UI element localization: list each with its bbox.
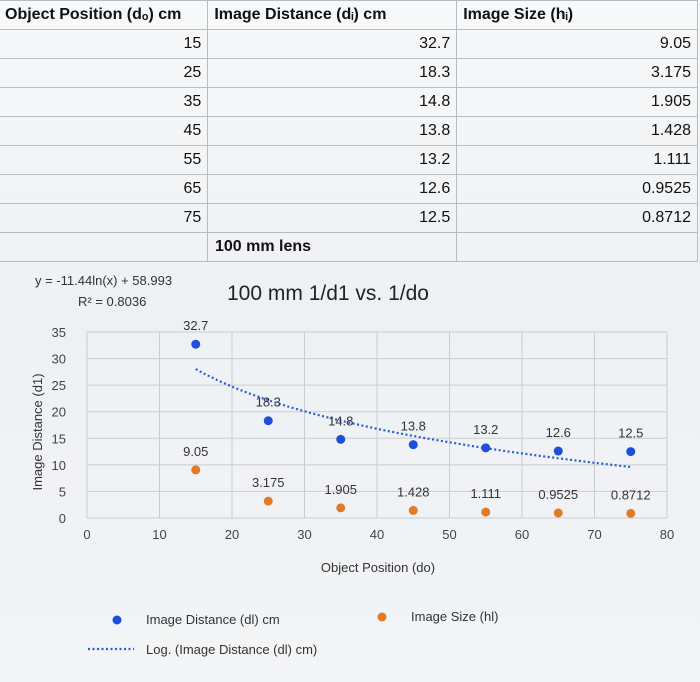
cell-empty	[0, 232, 209, 262]
trend-r-squared: R² = 0.8036	[78, 294, 146, 309]
table-row: 35 14.8 1.905	[0, 87, 698, 117]
table-row	[0, 232, 698, 262]
legend-label-image-distance: Image Distance (dl) cm	[146, 612, 280, 627]
x-tick-label: 80	[660, 527, 674, 542]
y-tick-label: 10	[52, 458, 66, 473]
image-distance-point	[626, 447, 636, 457]
cell-image-distance: 32.7	[207, 29, 458, 59]
header-image-distance: Image Distance (dᵢ) cm	[207, 0, 458, 30]
image-size-data-label: 9.05	[183, 444, 208, 459]
cell-object-position: 75	[0, 203, 209, 233]
cell-image-size: 9.05	[456, 29, 698, 59]
table-row: 65 12.6 0.9525	[0, 174, 698, 204]
image-distance-point	[553, 446, 563, 456]
image-distance-point	[481, 443, 491, 453]
legend-marker-image-size	[377, 612, 387, 622]
y-tick-label: 35	[52, 325, 66, 340]
table-row: 55 13.2 1.111	[0, 145, 698, 175]
cell-image-size: 0.8712	[456, 203, 698, 233]
image-distance-data-label: 14.8	[328, 413, 353, 428]
x-tick-label: 30	[297, 527, 311, 542]
log-trendline	[195, 368, 631, 469]
cell-object-position: 35	[0, 87, 209, 117]
y-tick-label: 30	[52, 352, 66, 367]
image-size-point	[553, 508, 563, 518]
cell-image-distance: 14.8	[207, 87, 458, 117]
legend-label-image-size: Image Size (hl)	[411, 609, 498, 624]
table-row: 75 12.5 0.8712	[0, 203, 698, 233]
y-tick-label: 25	[52, 378, 66, 393]
cell-empty	[456, 232, 698, 262]
legend-label-trendline: Log. (Image Distance (dl) cm)	[146, 642, 317, 657]
chart-legend: Image Distance (dl) cm Image Size (hl) L…	[88, 609, 498, 657]
x-tick-label: 10	[152, 527, 166, 542]
x-tick-label: 70	[587, 527, 601, 542]
image-distance-point	[191, 339, 201, 349]
cell-image-size: 3.175	[456, 58, 698, 88]
cell-image-distance: 13.8	[207, 116, 458, 146]
trend-equation: y = -11.44ln(x) + 58.993	[35, 273, 172, 288]
chart-grid	[86, 331, 668, 519]
image-size-data-label: 1.428	[397, 484, 430, 499]
image-size-point	[481, 507, 491, 517]
image-size-data-label: 3.175	[252, 475, 285, 490]
header-object-position: Object Position (dₒ) cm	[0, 0, 209, 30]
y-tick-label: 15	[52, 431, 66, 446]
data-table: Object Position (dₒ) cm Image Distance (…	[0, 0, 698, 262]
image-size-point	[336, 503, 346, 513]
cell-lens-note	[207, 232, 458, 262]
x-axis-label: Object Position (do)	[321, 560, 435, 575]
y-axis-label: Image Distance (d1)	[30, 373, 45, 490]
image-size-data-label: 1.111	[470, 486, 501, 501]
y-tick-label: 5	[59, 484, 66, 499]
image-distance-data-label: 32.7	[183, 318, 208, 333]
image-size-point	[191, 465, 201, 475]
chart-title: 100 mm 1/d1 vs. 1/do	[227, 282, 429, 305]
cell-image-size: 1.428	[456, 116, 698, 146]
image-distance-point	[263, 416, 273, 426]
cell-image-distance: 12.6	[207, 174, 458, 204]
image-size-point	[263, 496, 273, 506]
header-image-size: Image Size (hᵢ)	[456, 0, 698, 30]
cell-image-size: 1.905	[456, 87, 698, 117]
image-size-data-label: 0.8712	[611, 487, 651, 502]
image-distance-data-label: 12.5	[618, 426, 643, 441]
cell-object-position: 65	[0, 174, 209, 204]
image-distance-data-label: 12.6	[546, 425, 571, 440]
image-distance-data-label: 13.2	[473, 422, 498, 437]
image-size-data-label: 0.9525	[538, 487, 578, 502]
image-size-data-label: 1.905	[324, 482, 357, 497]
table-row: 15 32.7 9.05	[0, 29, 698, 59]
cell-image-size: 1.111	[456, 145, 698, 175]
image-distance-data-label: 13.8	[401, 419, 426, 434]
image-size-point	[408, 505, 418, 515]
y-tick-label: 0	[59, 511, 66, 526]
x-tick-label: 50	[442, 527, 456, 542]
lens-note: 100 mm lens	[215, 238, 312, 255]
image-size-point	[626, 508, 636, 518]
legend-marker-image-distance	[112, 615, 122, 625]
x-tick-label: 0	[83, 527, 90, 542]
x-tick-label: 20	[225, 527, 239, 542]
cell-image-size: 0.9525	[456, 174, 698, 204]
chart-ticks: 0 5 10 15 20 25 30 35 0 10 20 30 40 50 60 70 80	[52, 325, 675, 542]
image-distance-point	[336, 434, 346, 444]
chart-points: 32.7 18.3 14.8 13.8 13.2 12.6 12.5 9.05 3.175 1.9…	[183, 318, 651, 518]
table-header-row: Object Position (dₒ) cm Image Distance (…	[0, 0, 698, 30]
x-tick-label: 60	[515, 527, 529, 542]
image-distance-point	[408, 440, 418, 450]
x-tick-label: 40	[370, 527, 384, 542]
image-distance-data-label: 18.3	[256, 395, 281, 410]
y-tick-label: 20	[52, 405, 66, 420]
